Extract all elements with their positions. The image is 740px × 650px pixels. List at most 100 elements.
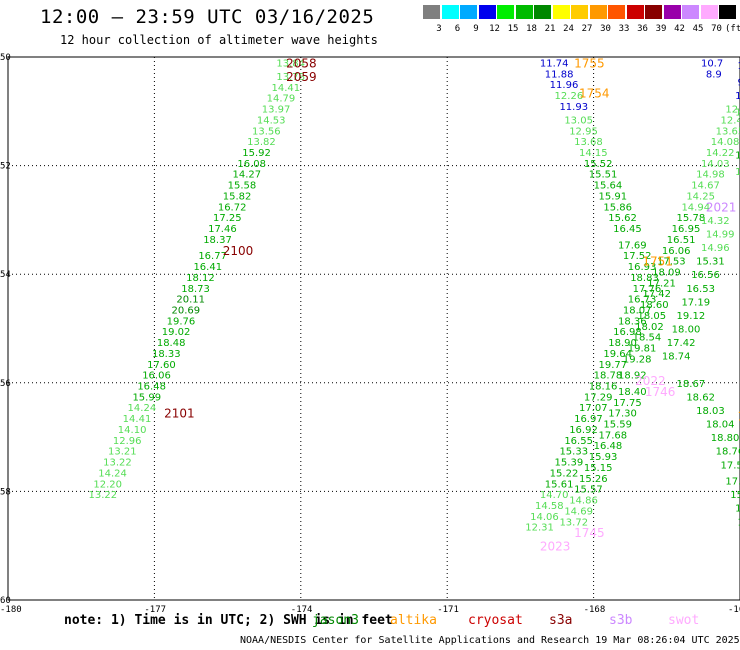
wave-height-value: 13.68 (574, 137, 603, 148)
wave-height-value: 10.42 (738, 61, 740, 72)
wave-height-value: 15.15 (584, 463, 613, 474)
color-legend-swatch (571, 5, 588, 19)
wave-height-value: 14.10 (118, 425, 147, 436)
plot-frame (7, 56, 740, 601)
satellite-legend-jason3: jason3 (312, 613, 359, 628)
wave-height-value: 11.96 (550, 80, 579, 91)
wave-height-value: 15.93 (589, 452, 618, 463)
wave-height-value: 17.53 (657, 257, 686, 268)
wave-height-value: 18.16 (589, 382, 618, 393)
wave-height-value: 17.25 (213, 213, 242, 224)
wave-height-value: 18.00 (672, 325, 701, 336)
wave-height-value: 18.37 (203, 235, 232, 246)
color-legend-label: 36 (637, 24, 648, 34)
wave-height-value: 16.51 (667, 235, 696, 246)
wave-height-value: 15.61 (545, 479, 574, 490)
color-legend-label: 70 (711, 24, 722, 34)
wave-height-value: 14.06 (530, 512, 559, 523)
wave-height-value: 15.65 (735, 151, 740, 162)
wave-height-value: 18.40 (618, 387, 647, 398)
wave-height-value: 16.97 (574, 414, 603, 425)
wave-height-value: 14.69 (564, 506, 593, 517)
color-legend-label: 9 (473, 24, 479, 34)
wave-height-value: 13.56 (252, 126, 281, 137)
wave-height-value: 18.73 (181, 284, 210, 295)
wave-height-value: 17.75 (613, 398, 642, 409)
wave-height-value: 15.64 (594, 181, 623, 192)
color-legend-swatch (682, 5, 699, 19)
wave-height-value: 14.25 (686, 191, 715, 202)
wave-height-value: 16.92 (569, 425, 598, 436)
wave-height-value: 20.11 (176, 295, 205, 306)
wave-height-value: 16.72 (218, 202, 247, 213)
color-legend-swatch (497, 5, 514, 19)
color-legend-swatch (423, 5, 440, 19)
wave-height-value: 16.93 (628, 262, 657, 273)
color-legend-swatch (700, 5, 718, 19)
wave-height-value: 14.32 (701, 216, 730, 227)
color-legend-label: 18 (526, 24, 537, 34)
color-legend-swatch (589, 5, 607, 19)
wave-height-value: 18.36 (618, 316, 647, 327)
wave-height-value: 14.15 (579, 148, 608, 159)
wave-height-value: 18.12 (186, 273, 215, 284)
color-legend-swatch (645, 5, 662, 19)
wave-height-value: 15.78 (677, 213, 706, 224)
wave-height-value: 17.69 (618, 240, 647, 251)
wave-height-value: 14.41 (123, 414, 152, 425)
wave-height-value: 14.70 (540, 490, 569, 501)
x-tick-label: -165 (728, 605, 740, 615)
pass-time-label: 2023 (540, 540, 571, 554)
wave-height-value: 17.42 (667, 338, 696, 349)
wave-height-value: 17.52 (623, 251, 652, 262)
wave-height-value: 10.7 (701, 58, 723, 69)
color-legend-label: 42 (674, 24, 685, 34)
wave-height-value: 12.31 (525, 523, 554, 534)
wave-height-value: 14.94 (681, 202, 710, 213)
wave-height-value: 15.51 (589, 170, 618, 181)
color-legend-label: 12 (489, 24, 500, 34)
wave-height-value: 18.33 (152, 349, 181, 360)
wave-height-value: 18.07 (623, 305, 652, 316)
wave-height-value: 15.86 (603, 202, 632, 213)
wave-height-value: 12.95 (569, 126, 598, 137)
wave-height-value: 14.24 (128, 403, 157, 414)
wave-height-value: 18.80 (711, 433, 740, 444)
color-legend-label: 24 (563, 24, 574, 34)
x-tick-label: -174 (291, 605, 313, 615)
wave-height-value: 11 (735, 107, 740, 118)
wave-height-value: 14.67 (691, 181, 720, 192)
wave-height-value: 19.12 (677, 311, 706, 322)
wave-height-value: 16.45 (613, 224, 642, 235)
color-legend-swatch (478, 5, 496, 19)
pass-time-label: 2058 (286, 56, 317, 70)
color-legend-label: 21 (544, 24, 556, 34)
wave-height-value: 17.68 (598, 430, 627, 441)
credit-line: NOAA/NESDIS Center for Satellite Applica… (240, 635, 740, 646)
wave-height-value: 18.04 (706, 420, 735, 431)
wave-height-value: 19.64 (603, 349, 632, 360)
x-tick-label: -168 (584, 605, 606, 615)
color-legend-swatch (663, 5, 681, 19)
pass-time-label: 2022 (635, 374, 666, 388)
wave-height-value: 19.28 (623, 354, 652, 365)
wave-height-value: 13.65 (716, 126, 740, 137)
wave-height-value: 18.05 (638, 311, 667, 322)
wave-height-value: 13.21 (108, 447, 137, 458)
wave-height-value: 11.88 (545, 69, 574, 80)
color-legend-label: (ft) (725, 24, 740, 34)
y-tick-label: 56 (0, 379, 11, 389)
wave-height-value: 14.79 (267, 94, 296, 105)
wave-height-value: 17.46 (208, 224, 237, 235)
wave-height-value: 15.58 (228, 181, 257, 192)
wave-height-value: 16.77 (198, 251, 227, 262)
wave-height-value: 12.20 (93, 479, 122, 490)
y-tick-label: 52 (0, 162, 11, 172)
wave-height-value: 14.27 (232, 170, 261, 181)
wave-height-value: 13.78 (276, 72, 305, 83)
wave-height-value: 16.73 (628, 295, 657, 306)
satellite-legend-s3a: s3a (549, 613, 573, 628)
wave-height-value: 15.91 (598, 191, 627, 202)
wave-height-value: 17.29 (584, 392, 613, 403)
wave-height-value: 17.21 (647, 278, 676, 289)
